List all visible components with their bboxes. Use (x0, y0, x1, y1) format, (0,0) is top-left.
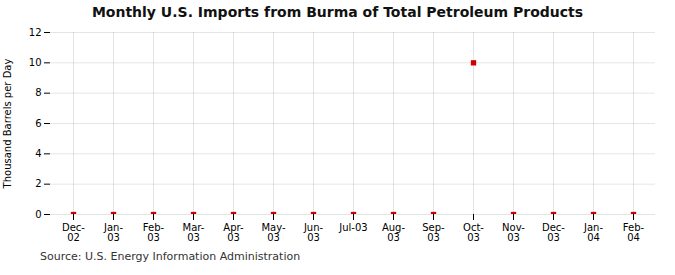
svg-text:Nov-03: Nov-03 (502, 222, 525, 243)
svg-text:12: 12 (29, 27, 42, 38)
svg-text:0: 0 (35, 209, 41, 220)
svg-text:8: 8 (35, 87, 41, 98)
svg-text:Aug-03: Aug-03 (382, 222, 406, 243)
svg-text:Oct-03: Oct-03 (463, 222, 484, 243)
html-text:Monthly U.S. Imports from Burm: Monthly U.S. Imports from Burma of Total… (91, 4, 584, 20)
svg-text:Dec-03: Dec-03 (542, 222, 565, 243)
svg-text:Thousand Barrels per Day: Thousand Barrels per Day (2, 59, 13, 190)
svg-text:Mar-03: Mar-03 (183, 222, 205, 243)
svg-text:Jan-03: Jan-03 (103, 222, 123, 243)
svg-text:Sep-03: Sep-03 (422, 222, 445, 243)
svg-text:Jul-03: Jul-03 (338, 222, 367, 233)
svg-text:Dec-02: Dec-02 (62, 222, 85, 243)
svg-text:4: 4 (35, 148, 41, 159)
svg-text:10: 10 (29, 57, 42, 68)
svg-text:2: 2 (35, 178, 41, 189)
svg-text:Jun-03: Jun-03 (303, 222, 324, 243)
svg-text:Apr-03: Apr-03 (223, 222, 244, 243)
html-text:Source: U.S. Energy Informatio: Source: U.S. Energy Information Administ… (40, 250, 301, 263)
svg-text:May-03: May-03 (261, 222, 285, 243)
svg-text:Feb-04: Feb-04 (623, 222, 645, 243)
svg-text:Jan-04: Jan-04 (583, 222, 603, 243)
svg-text:Feb-03: Feb-03 (143, 222, 165, 243)
svg-text:6: 6 (35, 118, 41, 129)
